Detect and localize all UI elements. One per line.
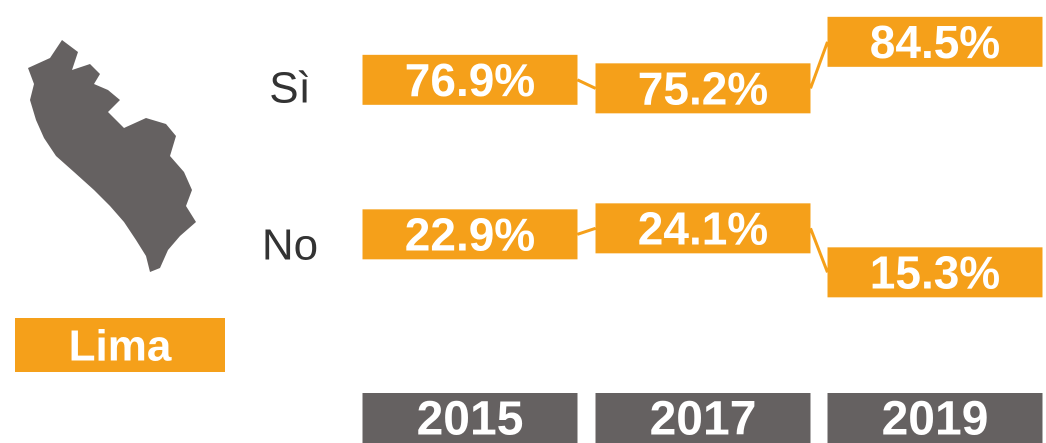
connector [577, 226, 596, 236]
value-box [595, 203, 811, 254]
series-label: No [262, 221, 318, 270]
value-box [827, 247, 1043, 298]
value-box [362, 54, 578, 105]
year-label: 2019 [882, 393, 989, 443]
value-label: 84.5% [870, 16, 1000, 68]
connector [809, 41, 829, 89]
value-label: 24.1% [638, 202, 768, 254]
connector [576, 78, 597, 90]
value-label: 76.9% [405, 54, 535, 106]
value-box [595, 63, 811, 114]
region-map [28, 40, 196, 272]
year-box [362, 393, 578, 443]
value-label: 15.3% [870, 246, 1000, 298]
value-label: 75.2% [638, 62, 768, 114]
value-box [827, 16, 1043, 67]
year-label: 2017 [650, 393, 757, 443]
value-box [362, 209, 578, 260]
series-label: Sì [269, 64, 311, 113]
region-label: Lima [69, 322, 172, 371]
region-box [15, 318, 225, 372]
year-box [827, 393, 1043, 443]
connector [809, 227, 829, 273]
year-label: 2015 [417, 393, 524, 443]
value-label: 22.9% [405, 208, 535, 260]
year-box [595, 393, 811, 443]
